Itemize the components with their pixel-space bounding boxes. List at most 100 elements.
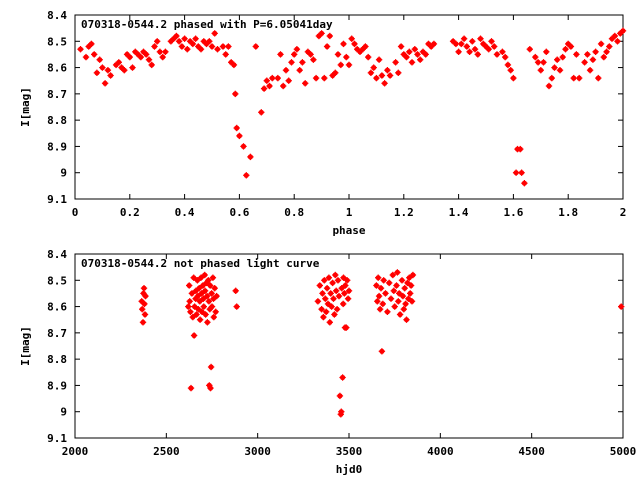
y-tick-label: 8.9 bbox=[47, 140, 67, 153]
data-point bbox=[367, 69, 375, 77]
data-point bbox=[332, 69, 339, 77]
data-point bbox=[260, 85, 268, 92]
data-point bbox=[285, 77, 292, 84]
data-point bbox=[302, 80, 309, 87]
data-point bbox=[232, 287, 239, 294]
data-point bbox=[204, 319, 211, 326]
data-point bbox=[200, 295, 207, 302]
data-point bbox=[175, 38, 183, 45]
data-point bbox=[148, 61, 155, 69]
data-point bbox=[393, 282, 400, 289]
data-point bbox=[378, 72, 386, 79]
data-point bbox=[543, 48, 550, 55]
data-point bbox=[576, 74, 583, 82]
data-point bbox=[209, 274, 217, 281]
data-point bbox=[400, 306, 407, 313]
x-axis-title: hjd0 bbox=[336, 463, 363, 476]
data-point bbox=[205, 277, 212, 284]
data-point bbox=[389, 271, 396, 279]
data-point bbox=[375, 56, 383, 63]
data-point bbox=[181, 35, 188, 42]
x-tick-label: 3000 bbox=[244, 445, 271, 458]
data-point bbox=[210, 313, 218, 321]
data-point bbox=[379, 300, 386, 308]
data-point bbox=[343, 53, 350, 61]
data-point bbox=[597, 40, 605, 48]
data-point bbox=[345, 61, 353, 69]
data-point bbox=[337, 61, 344, 69]
data-point bbox=[293, 46, 301, 53]
y-tick-label: 8.5 bbox=[47, 274, 67, 287]
data-point bbox=[247, 153, 254, 161]
data-point bbox=[407, 290, 414, 297]
data-point bbox=[197, 274, 205, 281]
x-tick-label: 3500 bbox=[336, 445, 363, 458]
data-point bbox=[334, 51, 342, 58]
data-point bbox=[126, 53, 134, 61]
data-point bbox=[142, 51, 150, 58]
data-point bbox=[338, 408, 345, 415]
x-tick-label: 1.6 bbox=[503, 206, 523, 219]
data-point bbox=[340, 40, 347, 48]
data-point bbox=[343, 324, 350, 331]
data-point bbox=[430, 40, 438, 48]
y-tick-label: 9.1 bbox=[47, 432, 67, 445]
data-point bbox=[115, 59, 123, 66]
data-point bbox=[600, 53, 607, 61]
data-point bbox=[282, 66, 290, 74]
data-point bbox=[491, 43, 498, 50]
data-point bbox=[121, 66, 128, 74]
data-point bbox=[325, 274, 333, 281]
data-point bbox=[380, 277, 387, 284]
data-point bbox=[545, 82, 553, 90]
data-point bbox=[145, 56, 153, 63]
y-tick-label: 8.8 bbox=[47, 353, 67, 366]
data-point bbox=[189, 40, 197, 48]
data-point bbox=[196, 298, 204, 305]
data-point bbox=[230, 61, 238, 69]
data-point bbox=[99, 64, 106, 71]
y-tick-label: 8.6 bbox=[47, 62, 67, 75]
data-point bbox=[206, 38, 213, 45]
data-point bbox=[403, 53, 410, 61]
data-point bbox=[288, 59, 295, 66]
data-point bbox=[469, 38, 476, 45]
data-point bbox=[137, 53, 145, 61]
data-point bbox=[408, 59, 416, 66]
data-point bbox=[340, 300, 347, 308]
data-point bbox=[326, 32, 333, 40]
data-point bbox=[534, 59, 542, 66]
data-point bbox=[603, 48, 610, 55]
y-tick-label: 8.9 bbox=[47, 379, 67, 392]
data-point bbox=[320, 313, 327, 321]
data-point bbox=[332, 271, 339, 279]
data-point bbox=[151, 43, 158, 50]
data-point bbox=[336, 392, 344, 400]
data-point bbox=[207, 384, 214, 392]
data-point bbox=[333, 306, 341, 313]
x-tick-label: 0.4 bbox=[175, 206, 195, 219]
data-point bbox=[240, 143, 247, 150]
data-point bbox=[252, 43, 260, 50]
data-point bbox=[188, 290, 196, 297]
data-point bbox=[422, 51, 429, 58]
data-point bbox=[340, 274, 347, 281]
data-point bbox=[532, 53, 539, 61]
data-point bbox=[195, 285, 203, 292]
data-point bbox=[316, 282, 323, 289]
data-point bbox=[263, 77, 270, 84]
data-point bbox=[266, 82, 273, 90]
data-point bbox=[199, 282, 207, 289]
data-point bbox=[382, 290, 389, 297]
data-point bbox=[517, 145, 524, 153]
y-tick-label: 9 bbox=[60, 167, 67, 180]
data-point bbox=[521, 179, 528, 187]
data-point bbox=[331, 311, 338, 318]
data-point bbox=[396, 311, 404, 318]
x-tick-label: 1.8 bbox=[558, 206, 578, 219]
y-tick-label: 8.5 bbox=[47, 35, 67, 48]
data-point bbox=[567, 43, 575, 50]
data-point bbox=[318, 30, 325, 37]
data-point bbox=[190, 274, 197, 281]
data-point bbox=[335, 292, 343, 300]
